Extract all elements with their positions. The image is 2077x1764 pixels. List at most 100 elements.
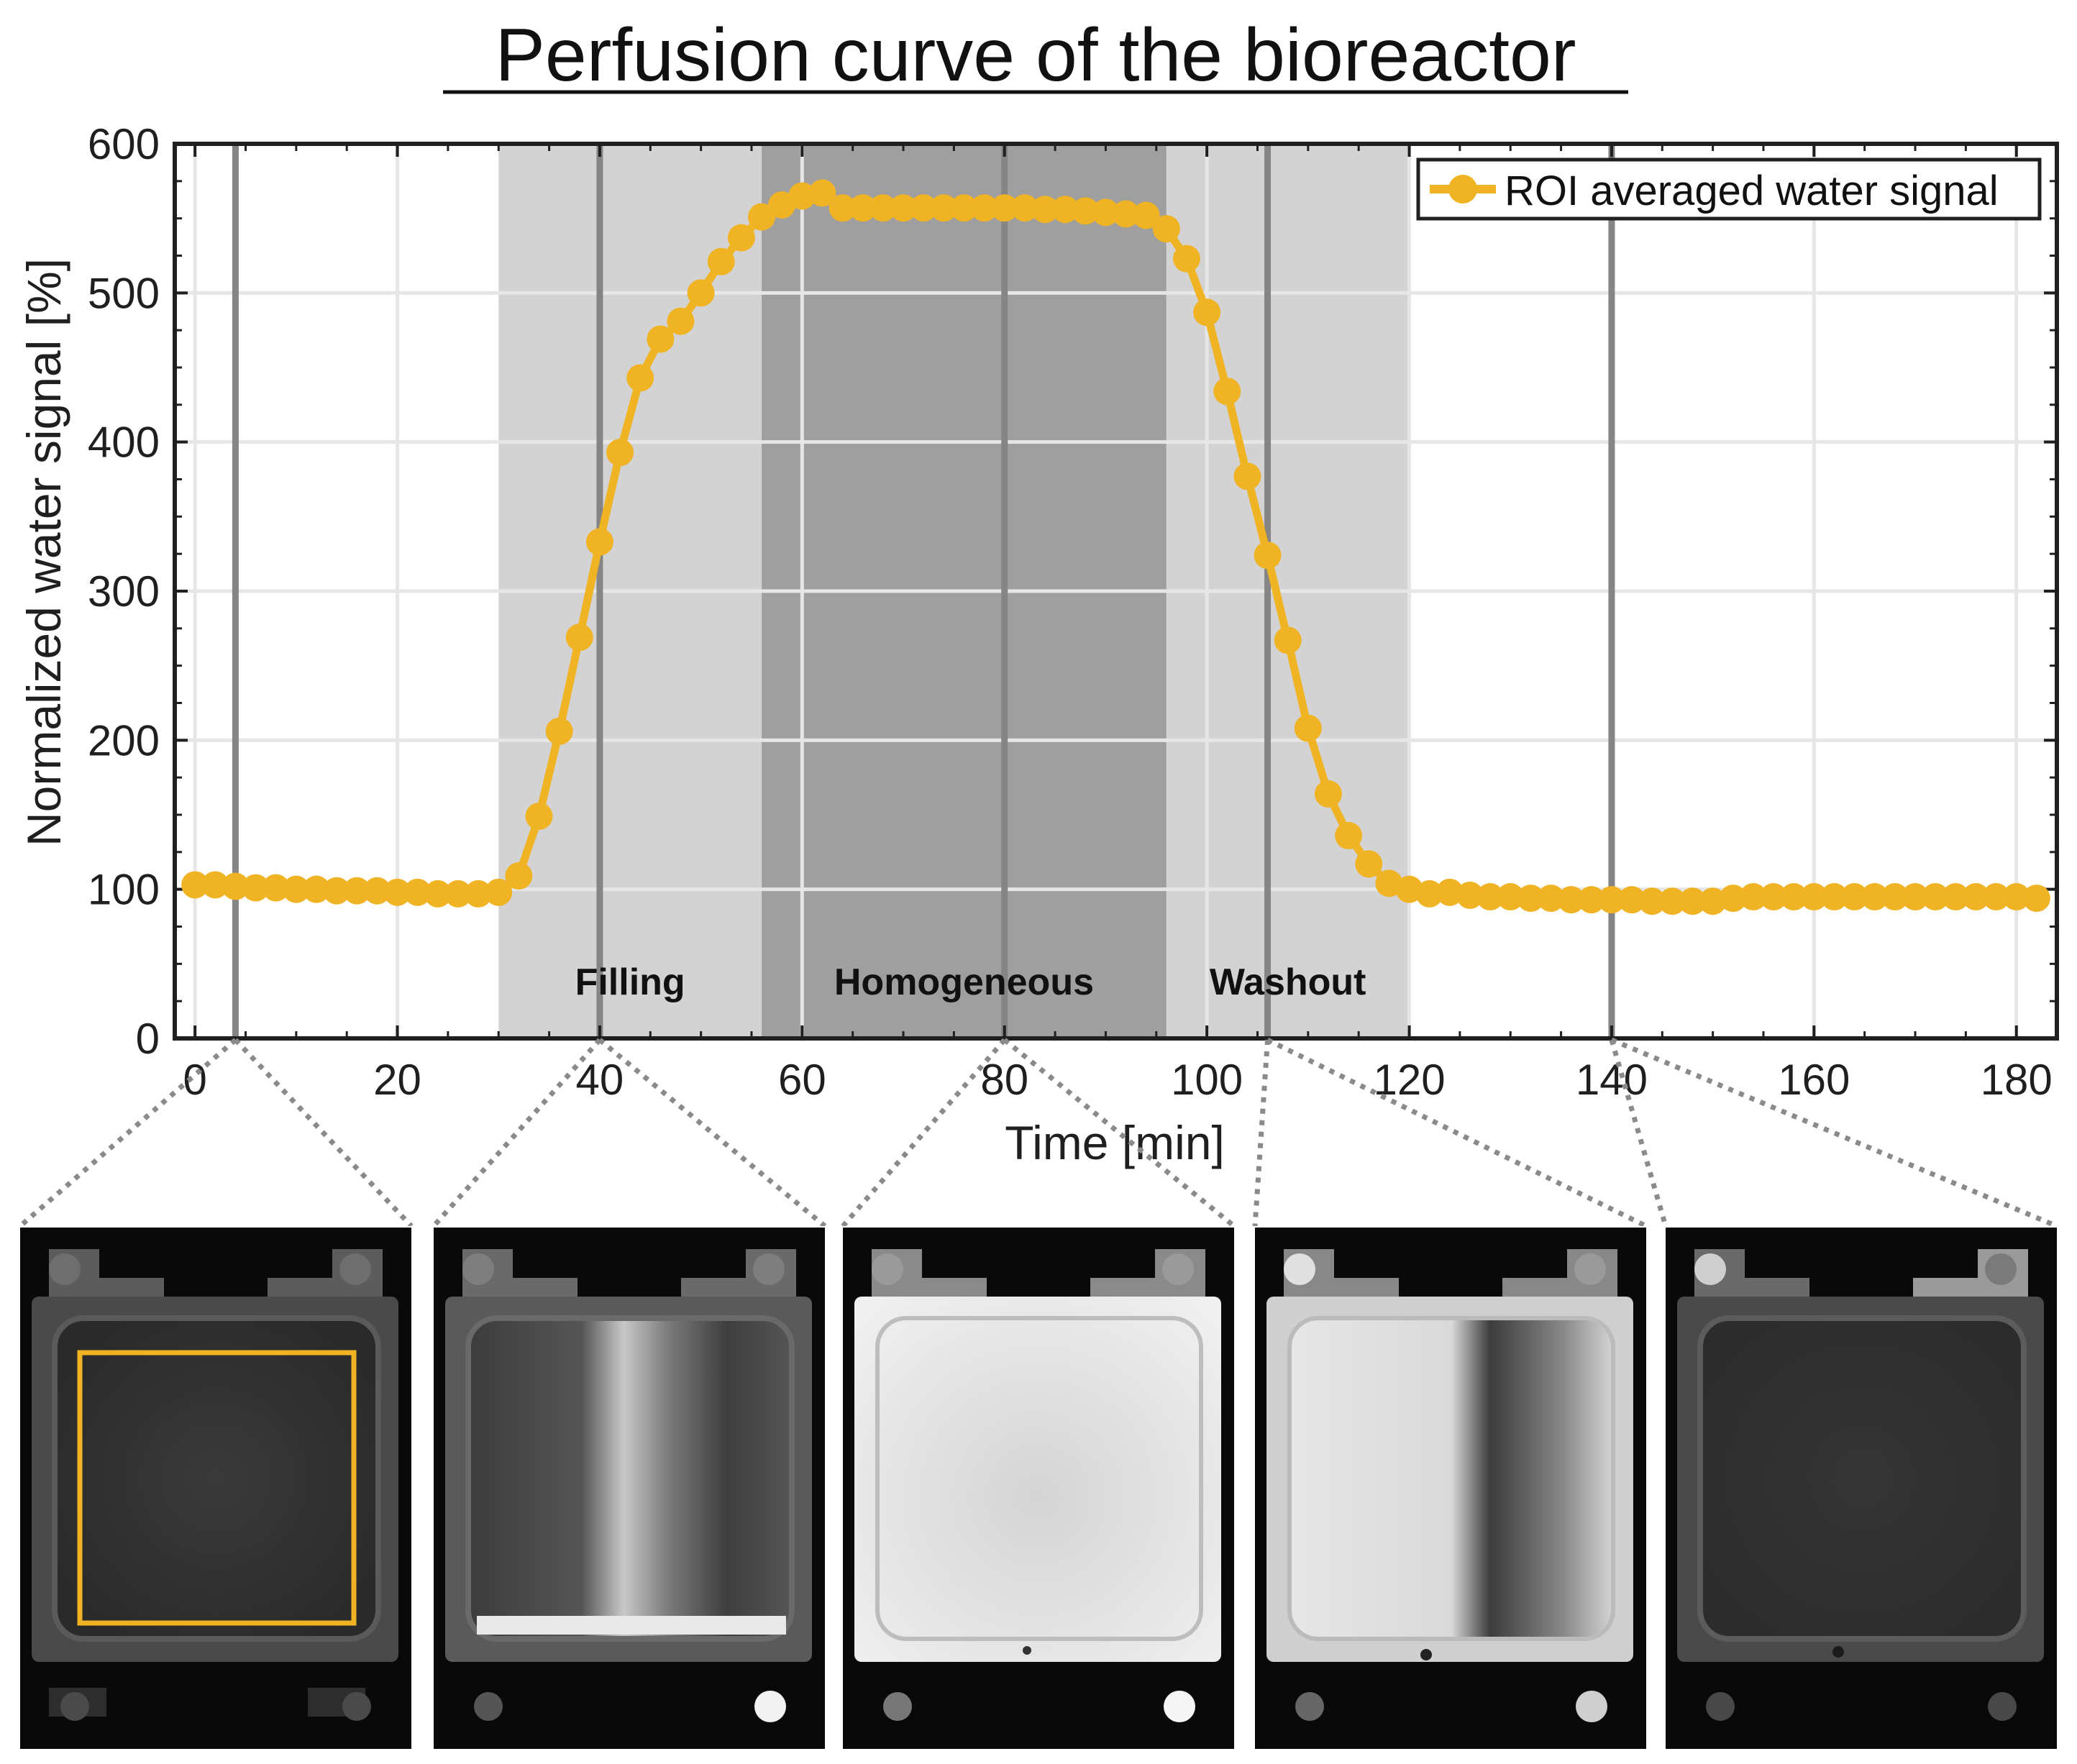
data-point [1739,883,1767,911]
x-axis-label: Time [min] [1005,1116,1225,1169]
y-tick-label: 100 [88,866,160,914]
data-point [181,871,209,899]
x-tick-label: 20 [373,1056,421,1104]
data-point [1435,878,1464,906]
data-point [788,182,816,210]
roi-box [77,1350,357,1626]
data-point [950,194,978,222]
data-point [1719,885,1747,913]
data-point [1699,887,1727,915]
data-point [545,717,573,745]
data-point [1982,883,2010,911]
data-point [1820,883,1848,911]
data-point [667,307,695,335]
data-point [869,194,897,222]
data-point [707,247,735,275]
x-tick-label: 80 [980,1056,1028,1104]
data-point [1132,201,1160,229]
data-point [1497,883,1525,911]
data-point [626,364,654,392]
data-point [403,878,432,906]
y-tick-label: 500 [88,269,160,317]
data-point [1597,886,1625,914]
data-point [1355,850,1383,878]
data-point [1172,245,1200,273]
data-point [606,439,634,467]
data-point [1840,883,1868,911]
data-point [1415,879,1443,908]
data-point [930,194,958,222]
phase-label-washout: Washout [1210,961,1366,1003]
data-point [262,874,290,902]
phase-label-filling: Filling [575,961,685,1003]
data-point [525,803,553,831]
data-point [849,194,877,222]
data-point [505,862,533,890]
data-point [1335,822,1363,850]
data-point [1638,887,1666,915]
data-point [1962,883,1990,911]
data-point [748,203,776,231]
data-point [1922,883,1950,911]
mri-panel-40min [434,1228,825,1749]
data-point [1537,885,1565,913]
x-tick-label: 180 [1981,1056,2053,1104]
data-point [1942,883,1970,911]
snapshot-connector [841,1038,1007,1226]
data-point [343,877,371,905]
data-point [1902,883,1930,911]
data-point [424,879,452,908]
data-point [1274,626,1302,654]
phase-label-homogeneous: Homogeneous [834,961,1094,1003]
data-point [383,878,411,906]
y-tick-label: 0 [136,1015,160,1063]
legend-marker-swatch [1448,175,1477,204]
data-point [323,877,351,905]
mri-panel-106min [1255,1228,1646,1749]
x-tick-label: 160 [1778,1056,1850,1104]
snapshot-connector [1252,1039,1271,1226]
data-point [1658,887,1686,915]
data-point [1254,541,1282,570]
data-point [363,877,391,905]
data-point [890,194,918,222]
data-point [1476,883,1505,911]
y-axis-label: Normalized water signal [%] [17,258,70,846]
data-point [282,875,310,903]
data-point [1861,883,1889,911]
data-point [1031,196,1059,224]
data-point [990,194,1018,222]
data-point [1780,883,1808,911]
mri-panel-80min [843,1228,1234,1749]
data-point [201,871,229,899]
data-point [1213,378,1241,406]
data-point [242,874,270,902]
data-point [1314,780,1342,808]
x-tick-label: 100 [1171,1056,1243,1104]
x-tick-label: 140 [1576,1056,1648,1104]
data-point [910,194,938,222]
data-point [302,875,330,903]
legend: ROI averaged water signal [1416,157,2042,221]
data-point [1051,196,1079,224]
data-point [1618,886,1646,914]
data-point [1760,883,1788,911]
mri-panel-140min [1666,1228,2057,1749]
chart-title: Perfusion curve of the bioreactor [495,14,1576,97]
data-point [2002,883,2030,911]
snapshot-connectors [18,1037,2058,1226]
snapshot-connector [1003,1038,1236,1226]
data-point [585,528,613,556]
x-tick-label: 0 [183,1056,206,1104]
x-tick-label: 60 [778,1056,826,1104]
data-point [2022,885,2050,913]
y-tick-label: 200 [88,716,160,764]
data-point [1517,885,1545,913]
data-point [1193,298,1221,326]
data-point [1233,462,1261,490]
y-tick-label: 600 [88,120,160,168]
data-point [1072,197,1100,225]
data-point [1294,714,1322,742]
snapshot-connector [1609,1039,1669,1226]
